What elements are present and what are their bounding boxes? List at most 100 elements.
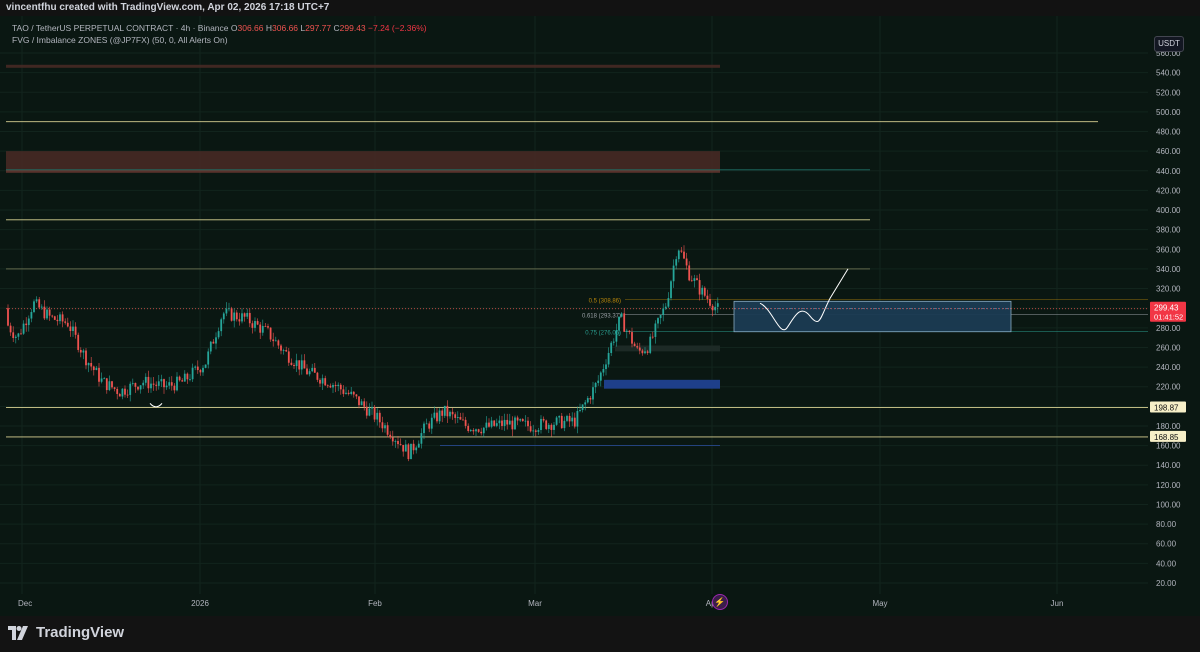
- candle-body: [389, 434, 392, 438]
- candle-body: [607, 352, 610, 365]
- candle-body: [524, 420, 527, 422]
- candle-body: [532, 430, 535, 432]
- indicator-line[interactable]: FVG / Imbalance ZONES (@JP7FX) (50, 0, A…: [12, 35, 228, 45]
- price-tick-label: 180.00: [1156, 422, 1181, 431]
- price-tick-label: 360.00: [1156, 245, 1181, 254]
- candle-body: [59, 314, 61, 322]
- candle-body: [654, 323, 657, 337]
- candle-body: [332, 384, 334, 388]
- candle-body: [495, 423, 498, 426]
- price-tick-label: 520.00: [1156, 88, 1181, 97]
- candle-body: [308, 371, 311, 375]
- candle-body: [157, 381, 160, 386]
- candle-body: [371, 407, 373, 409]
- candle-body: [599, 372, 602, 381]
- candle-body: [592, 387, 594, 400]
- candle-body: [51, 315, 54, 317]
- current-price-tag: 299.43: [1154, 304, 1179, 313]
- candle-body: [355, 394, 358, 397]
- candle-body: [685, 258, 688, 266]
- candle-body: [508, 420, 511, 425]
- price-tick-label: 160.00: [1156, 442, 1181, 451]
- candle-body: [202, 367, 204, 373]
- candle-body: [412, 443, 415, 451]
- candle-body: [620, 313, 623, 317]
- candle-body: [537, 430, 540, 432]
- candle-body: [402, 444, 405, 452]
- candle-body: [111, 381, 113, 388]
- candle-body: [285, 350, 288, 352]
- candle-body: [215, 337, 217, 344]
- candle-body: [259, 324, 262, 333]
- countdown-tag: 01:41:52: [1154, 313, 1183, 322]
- fib-level-label: 0.5 (308.86): [589, 298, 621, 304]
- lightning-icon[interactable]: ⚡: [712, 594, 728, 610]
- candle-body: [20, 333, 22, 335]
- candle-body: [61, 314, 64, 322]
- candle-body: [449, 411, 451, 417]
- candle-body: [98, 367, 100, 382]
- candle-body: [129, 383, 132, 395]
- candle-body: [529, 426, 532, 432]
- candle-body: [235, 312, 238, 320]
- candle-body: [189, 379, 191, 381]
- candle-body: [339, 384, 342, 390]
- candle-body: [516, 417, 519, 421]
- candle-body: [27, 318, 30, 326]
- candle-body: [428, 423, 431, 429]
- candle-body: [243, 313, 246, 317]
- price-tick-label: 500.00: [1156, 108, 1181, 117]
- candle-body: [433, 412, 436, 418]
- candle-body: [540, 418, 542, 431]
- fvg-zone-blue: [604, 379, 720, 389]
- price-tick-label: 120.00: [1156, 481, 1181, 490]
- candle-body: [168, 382, 171, 386]
- candle-body: [92, 366, 95, 371]
- tradingview-logo-icon: [8, 625, 28, 640]
- candle-body: [394, 441, 397, 442]
- candle-body: [46, 309, 48, 319]
- candle-body: [693, 278, 696, 281]
- candle-body: [646, 351, 649, 353]
- candle-body: [553, 424, 555, 430]
- candle-body: [228, 308, 230, 310]
- candle-body: [384, 425, 386, 429]
- level-price-tag-bg: [1150, 430, 1186, 442]
- candle-body: [303, 360, 306, 369]
- chart-canvas[interactable]: 0.5 (308.86) 0.618 (293.37) 0.75 (276.05) 5…: [0, 16, 1200, 616]
- time-axis-label: Dec: [18, 599, 32, 608]
- candle-body: [17, 333, 20, 337]
- footer: TradingView: [0, 616, 1200, 652]
- candle-body: [100, 378, 103, 382]
- candle-body: [113, 387, 116, 389]
- chart-pane[interactable]: 0.5 (308.86) 0.618 (293.37) 0.75 (276.05) 5…: [0, 16, 1200, 616]
- price-tick-label: 100.00: [1156, 500, 1181, 509]
- candle-body: [423, 423, 425, 434]
- tradingview-logo[interactable]: TradingView: [8, 624, 124, 641]
- candle-body: [519, 419, 522, 421]
- candle-body: [399, 444, 402, 445]
- projection-box[interactable]: [733, 300, 1012, 333]
- candle-body: [233, 312, 236, 321]
- currency-button[interactable]: USDT: [1154, 36, 1184, 52]
- candle-body: [716, 303, 719, 307]
- candle-body: [183, 373, 186, 382]
- candle-body: [459, 417, 462, 420]
- candle-body: [485, 422, 488, 428]
- candle-body: [480, 431, 483, 434]
- candle-body: [352, 391, 355, 395]
- candle-body: [430, 417, 433, 429]
- price-tick-label: 240.00: [1156, 363, 1181, 372]
- candle-body: [690, 280, 693, 282]
- symbol-name[interactable]: TAO / TetherUS PERPETUAL CONTRACT · 4h ·…: [12, 23, 229, 33]
- candle-body: [469, 430, 472, 432]
- candle-body: [33, 301, 35, 313]
- price-tick-label: 40.00: [1156, 559, 1177, 568]
- annotation-curve: [149, 403, 163, 408]
- candle-body: [360, 401, 363, 406]
- candle-body: [220, 319, 223, 332]
- projection-path[interactable]: [759, 268, 849, 331]
- level-price-tag: 198.87: [1154, 403, 1179, 412]
- candle-body: [152, 383, 155, 385]
- symbol-line: TAO / TetherUS PERPETUAL CONTRACT · 4h ·…: [12, 22, 427, 34]
